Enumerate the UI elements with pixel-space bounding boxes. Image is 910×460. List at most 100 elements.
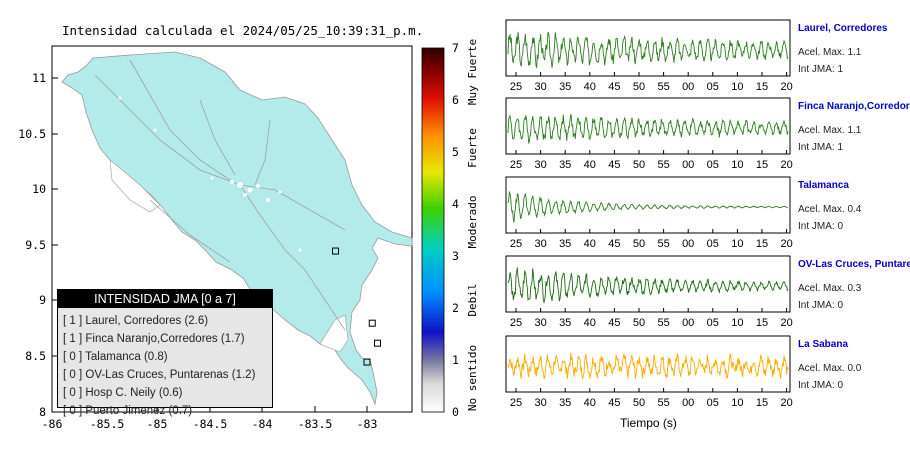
waveform-x-tick-label: 30 — [534, 397, 546, 409]
waveform-x-tick-label: 55 — [657, 317, 669, 329]
legend-item: [ 0 ] Hosp C. Neily (0.6) — [63, 387, 183, 399]
waveform-x-tick-label: 50 — [633, 238, 645, 250]
map-x-tick-label: -83.5 — [298, 417, 333, 431]
station-name: La Sabana — [798, 339, 849, 350]
accel-max-label: Acel. Max. 0.0 — [798, 363, 862, 374]
legend-item: [ 1 ] Finca Naranjo,Corredores (1.7) — [63, 333, 245, 345]
waveform-panel: 25 30 35 40 45 50 55 00 05 10 15 20 — [505, 97, 793, 171]
waveform-panels: 25 30 35 40 45 50 55 00 05 10 15 20 25 30 35 40 45 50 55 00… — [505, 19, 793, 409]
legend-item: [ 0 ] OV-Las Cruces, Puntarenas (1.2) — [63, 369, 256, 381]
map-y-tick-label: 9.5 — [25, 238, 46, 252]
map-x-axis: -86 -85.5 -85 -84.5 -84 -83.5 -83 — [42, 406, 378, 431]
waveform-x-tick-label: 45 — [608, 397, 620, 409]
waveform-frame — [505, 335, 791, 393]
waveform-x-tick-label: 35 — [559, 81, 571, 93]
waveform-x-tick-label: 55 — [657, 159, 669, 171]
map-x-tick-label: -83 — [357, 417, 378, 431]
int-jma-label: Int JMA: 1 — [798, 64, 844, 75]
waveform-x-tick-label: 15 — [756, 238, 768, 250]
waveform-panel: 25 30 35 40 45 50 55 00 05 10 15 20 — [505, 335, 793, 409]
waveform-x-tick-label: 55 — [657, 81, 669, 93]
colorbar-tick-label: 3 — [452, 249, 459, 263]
waveform-x-tick-label: 15 — [756, 159, 768, 171]
waveform-x-tick-label: 35 — [559, 159, 571, 171]
waveform-x-tick-label: 45 — [608, 238, 620, 250]
waveform-panel: 25 30 35 40 45 50 55 00 05 10 15 20 — [505, 255, 793, 329]
colorbar-category-label: No sentido — [466, 345, 479, 411]
legend-item: [ 0 ] Talamanca (0.8) — [63, 351, 168, 363]
map-y-tick-label: 10.5 — [18, 127, 46, 141]
map-y-tick-label: 8.5 — [25, 349, 46, 363]
colorbar-tick-label: 1 — [452, 353, 459, 367]
waveform-x-tick-label: 40 — [584, 81, 596, 93]
waveform-x-tick-label: 20 — [780, 397, 792, 409]
station-marker — [332, 247, 339, 255]
waveform-x-tick-label: 20 — [780, 159, 792, 171]
waveform-trace — [507, 114, 789, 144]
map-x-tick-label: -84.5 — [193, 417, 228, 431]
waveforms-xlabel: Tiempo (s) — [620, 416, 677, 430]
waveform-x-tick-label: 45 — [608, 159, 620, 171]
waveform-x-tick-label: 20 — [780, 317, 792, 329]
waveform-x-tick-label: 35 — [559, 397, 571, 409]
waveform-frame — [505, 255, 791, 313]
gulf-of-nicoya — [109, 159, 161, 213]
accel-max-label: Acel. Max. 1.1 — [798, 47, 862, 58]
waveform-x-tick-label: 50 — [633, 81, 645, 93]
roads — [94, 59, 346, 331]
accel-max-label: Acel. Max. 0.4 — [798, 204, 862, 215]
waveform-x-tick-label: 35 — [559, 317, 571, 329]
waveform-x-tick-label: 45 — [608, 317, 620, 329]
accel-max-label: Acel. Max. 0.3 — [798, 283, 862, 294]
legend-rows: [ 1 ] Laurel, Corredores (2.6) [ 1 ] Finc… — [58, 308, 272, 420]
colorbar-category-label: Fuerte — [466, 128, 479, 168]
waveform-x-tick-label: 10 — [731, 159, 743, 171]
intensity-legend: INTENSIDAD JMA [0 a 7] [ 1 ] Laurel, Cor… — [57, 289, 273, 417]
waveform-x-tick-label: 30 — [534, 81, 546, 93]
waveform-x-tick-label: 55 — [657, 238, 669, 250]
station-marker — [374, 339, 381, 347]
colorbar-category-label: Moderado — [466, 196, 479, 249]
waveform-x-tick-label: 50 — [633, 397, 645, 409]
int-jma-label: Int JMA: 0 — [798, 300, 844, 311]
waveform-x-tick-label: 20 — [780, 81, 792, 93]
map-x-tick-label: -85.5 — [90, 417, 125, 431]
waveform-x-tick-label: 05 — [707, 81, 719, 93]
map-y-tick-label: 10 — [32, 182, 46, 196]
waveform-x-tick-label: 40 — [584, 238, 596, 250]
waveform-x-tick-label: 40 — [584, 317, 596, 329]
city-dots — [118, 96, 302, 252]
waveform-panel: 25 30 35 40 45 50 55 00 05 10 15 20 — [505, 19, 793, 93]
colorbar-ticks: 0 1 2 3 4 5 6 7 — [452, 41, 459, 419]
station-name: OV-Las Cruces, Puntarenas — [798, 259, 910, 270]
waveform-x-tick-label: 00 — [682, 238, 694, 250]
waveform-x-tick-label: 20 — [780, 238, 792, 250]
map-y-tick-label: 8 — [39, 405, 46, 419]
waveform-x-tick-label: 25 — [510, 159, 522, 171]
waveform-frame — [505, 19, 791, 77]
waveform-x-tick-label: 00 — [682, 81, 694, 93]
waveform-x-tick-label: 25 — [510, 317, 522, 329]
map-y-tick-label: 11 — [32, 71, 46, 85]
waveform-x-tick-label: 05 — [707, 317, 719, 329]
waveform-x-tick-label: 40 — [584, 159, 596, 171]
waveform-x-tick-label: 35 — [559, 238, 571, 250]
waveform-x-tick-label: 05 — [707, 238, 719, 250]
waveform-trace — [507, 190, 789, 223]
station-name: Laurel, Corredores — [798, 23, 888, 34]
map-y-tick-label: 9 — [39, 293, 46, 307]
waveform-x-tick-label: 25 — [510, 238, 522, 250]
int-jma-label: Int JMA: 0 — [798, 221, 844, 232]
waveform-x-tick-label: 55 — [657, 397, 669, 409]
int-jma-label: Int JMA: 1 — [798, 142, 844, 153]
waveform-x-tick-label: 00 — [682, 397, 694, 409]
waveform-x-tick-label: 30 — [534, 238, 546, 250]
station-marker — [368, 319, 376, 327]
colorbar-tick-label: 6 — [452, 93, 459, 107]
map-x-tick-label: -84 — [252, 417, 273, 431]
int-jma-label: Int JMA: 0 — [798, 380, 844, 391]
waveform-x-tick-label: 45 — [608, 81, 620, 93]
map-title: Intensidad calculada el 2024/05/25_10:39… — [62, 23, 424, 38]
accel-max-label: Acel. Max. 1.1 — [798, 125, 862, 136]
